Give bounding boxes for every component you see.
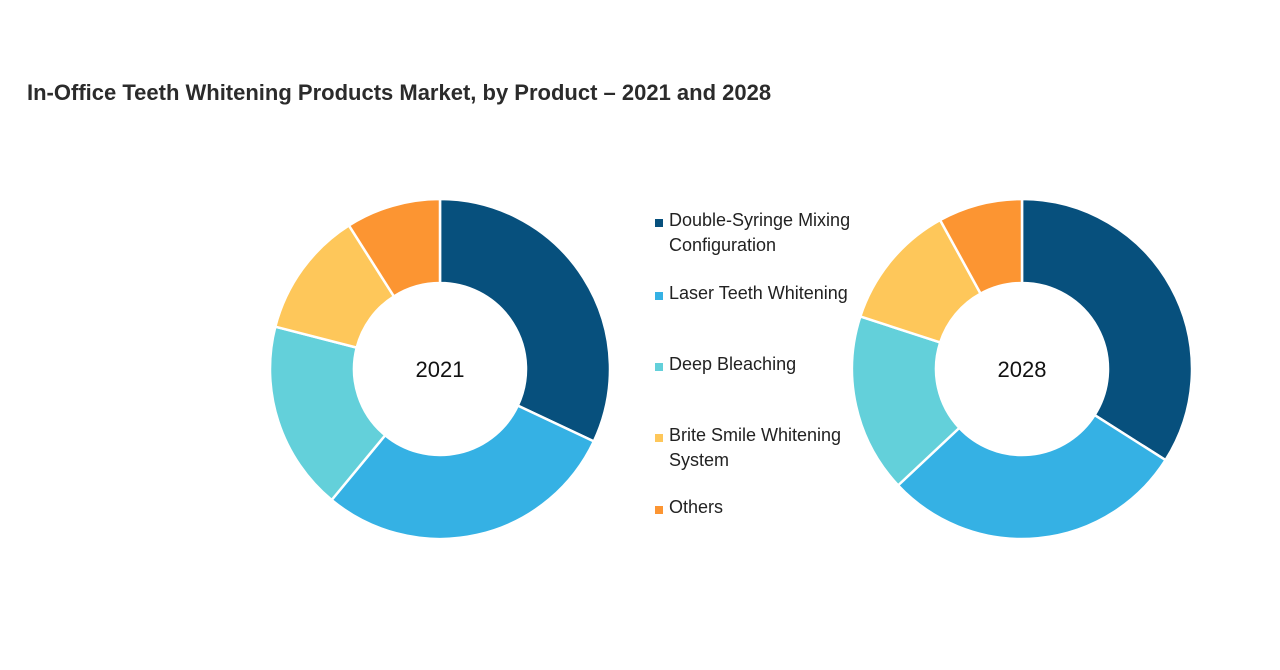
slice-2021-laser-teeth-whitening[interactable] — [330, 404, 596, 541]
legend-swatch — [655, 219, 663, 227]
slice-2028-deep-bleaching[interactable] — [850, 315, 961, 487]
chart-title: In-Office Teeth Whitening Products Marke… — [27, 80, 772, 105]
slice-2021-deep-bleaching[interactable] — [268, 325, 387, 502]
slice-2028-others[interactable] — [938, 197, 1024, 295]
donut-center-label-2028: 2028 — [998, 357, 1047, 382]
donut-center-label-2021: 2021 — [416, 357, 465, 382]
slice-2021-others[interactable] — [347, 197, 442, 298]
legend-label: Others — [669, 497, 724, 517]
slice-2028-laser-teeth-whitening[interactable] — [896, 413, 1167, 541]
legend-label: Laser Teeth Whitening — [669, 283, 848, 303]
legend-label: Deep Bleaching — [669, 354, 797, 374]
legend-swatch — [655, 292, 663, 300]
legend-swatch — [655, 363, 663, 371]
legend-label: Double-Syringe Mixing Configuration — [669, 210, 851, 255]
legend-swatch — [655, 434, 663, 442]
legend-label: Brite Smile Whitening System — [669, 425, 842, 470]
slice-2021-double-syringe-mixing-configuration[interactable] — [438, 197, 612, 443]
slice-2028-double-syringe-mixing-configuration[interactable] — [1020, 197, 1194, 462]
legend-swatch — [655, 506, 663, 514]
